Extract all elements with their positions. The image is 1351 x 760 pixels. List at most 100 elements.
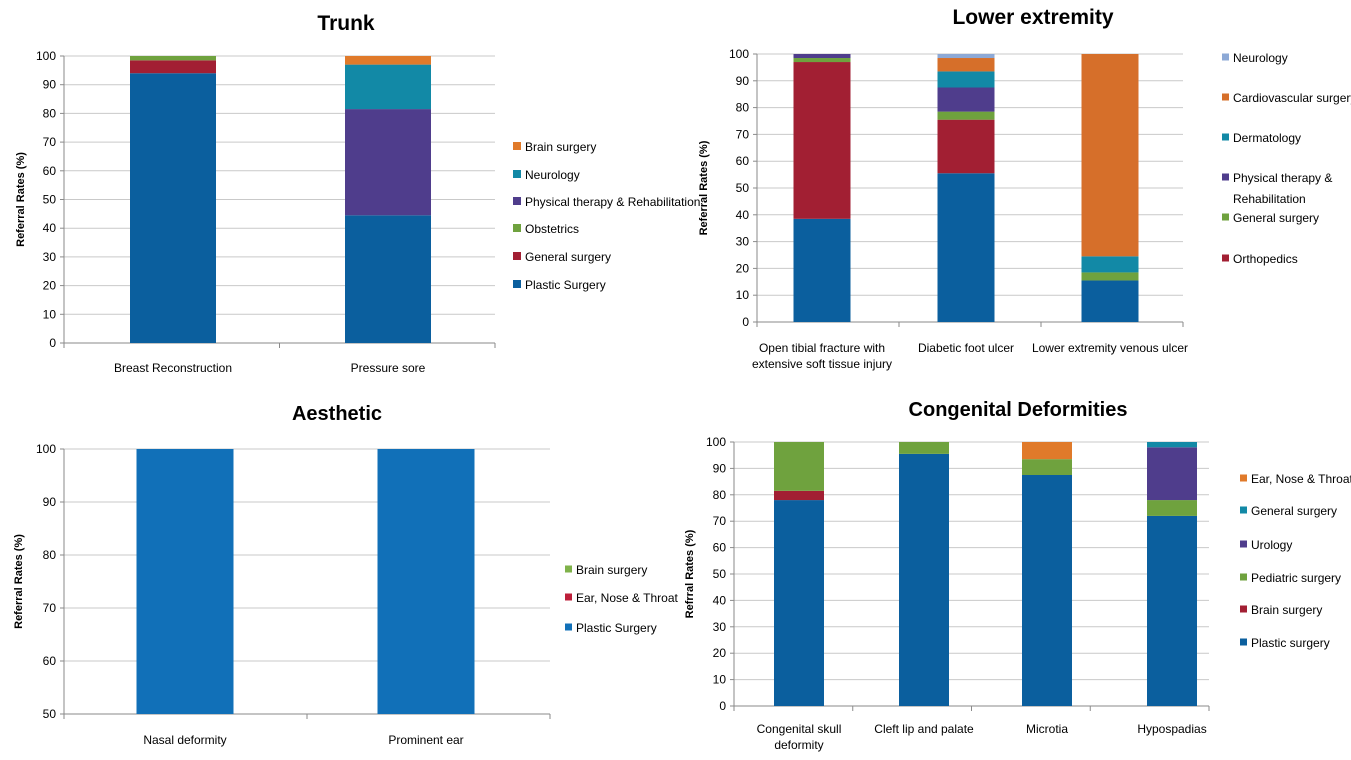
y-tick-label: 70 xyxy=(43,135,57,149)
category-label: Pressure sore xyxy=(351,361,426,375)
category-label: Microtia xyxy=(1026,722,1068,736)
category-label: Breast Reconstruction xyxy=(114,361,232,375)
legend-swatch xyxy=(1222,53,1229,61)
y-tick-label: 90 xyxy=(43,495,57,509)
legend-swatch xyxy=(513,280,521,288)
bar-segment xyxy=(793,58,851,63)
y-axis-label: Refrral Rates (%) xyxy=(684,529,696,618)
bar-segment xyxy=(774,490,824,501)
bar-segment xyxy=(345,56,431,65)
bar-segment xyxy=(937,71,995,88)
legend-label: Cardiovascular surgery xyxy=(1233,91,1351,105)
chart-panel-1: Lower extremity 0 10 20 30 40 50 60 70 80 90 100 Ref… xyxy=(698,6,1351,371)
y-tick-label: 100 xyxy=(36,49,56,63)
bar-segment xyxy=(1081,272,1139,281)
category-label: Prominent ear xyxy=(388,733,463,747)
chart-title: Trunk xyxy=(317,12,374,35)
legend-label: Brain surgery xyxy=(1251,603,1322,617)
chart-title: Aesthetic xyxy=(292,403,382,425)
legend-label: Neurology xyxy=(1233,51,1288,65)
legend-label: Pediatric surgery xyxy=(1251,571,1341,585)
y-tick-label: 80 xyxy=(43,106,57,120)
category-label: Congenital skull xyxy=(757,722,842,736)
legend-swatch xyxy=(1240,573,1247,581)
y-tick-label: 100 xyxy=(706,435,726,449)
bar-segment xyxy=(1022,459,1072,475)
y-tick-label: 50 xyxy=(713,567,727,581)
bar-segment xyxy=(937,54,995,59)
legend-swatch xyxy=(565,565,572,573)
legend-swatch xyxy=(565,593,572,601)
chart-panel-0: Trunk 0 10 20 30 40 50 60 70 80 90 100 Referral Rate… xyxy=(15,12,700,375)
chart-title: Congenital Deformities xyxy=(909,399,1128,421)
legend-label: Plastic surgery xyxy=(1251,636,1330,650)
legend-label: Ear, Nose & Throat xyxy=(576,591,678,605)
category-label: Hypospadias xyxy=(1137,722,1206,736)
bar-segment xyxy=(130,56,216,61)
category-label: deformity xyxy=(774,738,823,752)
legend-swatch xyxy=(565,623,572,631)
y-tick-label: 90 xyxy=(736,74,750,88)
bar-segment xyxy=(345,215,431,343)
category-label: Lower extremity venous ulcer xyxy=(1032,341,1188,355)
y-tick-label: 40 xyxy=(713,593,727,607)
legend-swatch xyxy=(1240,638,1247,646)
y-tick-label: 20 xyxy=(713,646,727,660)
legend-label: General surgery xyxy=(1233,211,1319,225)
legend-swatch xyxy=(513,170,521,178)
legend-label: Neurology xyxy=(525,168,580,182)
chart-title: Lower extremity xyxy=(952,6,1113,29)
legend-swatch xyxy=(1240,540,1247,548)
bar-segment xyxy=(130,73,216,343)
y-tick-label: 30 xyxy=(43,250,57,264)
y-tick-label: 20 xyxy=(43,279,57,293)
y-tick-label: 10 xyxy=(736,288,750,302)
legend-label: General surgery xyxy=(1251,504,1337,518)
bar-segment xyxy=(1022,475,1072,706)
bar-segment xyxy=(774,442,824,491)
bar-segment xyxy=(1147,447,1197,501)
bar-segment xyxy=(1081,280,1139,322)
legend-label: Urology xyxy=(1251,538,1292,552)
y-tick-label: 50 xyxy=(736,181,750,195)
y-axis-label: Referral Rates (%) xyxy=(15,152,27,247)
y-tick-label: 60 xyxy=(736,154,750,168)
bar-segment xyxy=(937,87,995,112)
bar-segment xyxy=(1081,256,1139,273)
y-tick-label: 30 xyxy=(736,235,750,249)
legend-swatch xyxy=(1240,506,1247,514)
bar-segment xyxy=(345,64,431,110)
y-tick-label: 40 xyxy=(43,221,57,235)
y-tick-label: 90 xyxy=(713,461,727,475)
legend-label: Plastic Surgery xyxy=(525,278,606,292)
legend-label: General surgery xyxy=(525,250,611,264)
bar-segment xyxy=(345,109,431,216)
y-tick-label: 10 xyxy=(43,307,57,321)
legend-label: Dermatology xyxy=(1233,131,1301,145)
y-tick-label: 50 xyxy=(43,707,57,721)
y-tick-label: 60 xyxy=(713,541,727,555)
chart-panel-2: Aesthetic 50 60 70 80 90 100 Referral Rates (%)… xyxy=(13,403,678,747)
legend-swatch xyxy=(513,252,521,260)
bar-segment xyxy=(937,119,995,174)
y-tick-label: 30 xyxy=(713,620,727,634)
y-tick-label: 70 xyxy=(43,601,57,615)
bar-segment xyxy=(899,453,949,706)
bar-segment xyxy=(774,500,824,706)
category-label: Diabetic foot ulcer xyxy=(918,341,1014,355)
y-tick-label: 0 xyxy=(49,336,56,350)
y-tick-label: 10 xyxy=(713,673,727,687)
y-tick-label: 80 xyxy=(713,488,727,502)
bar-segment xyxy=(937,173,995,322)
bar-segment xyxy=(793,54,851,59)
legend-label: Obstetrics xyxy=(525,222,579,236)
bar-segment xyxy=(1022,442,1072,460)
y-tick-label: 0 xyxy=(742,315,749,329)
legend-swatch xyxy=(1222,93,1229,101)
bar-segment xyxy=(793,218,851,322)
bar-segment xyxy=(1147,500,1197,516)
legend-label: Physical therapy & Rehabilitation xyxy=(525,195,700,209)
y-tick-label: 20 xyxy=(736,261,750,275)
